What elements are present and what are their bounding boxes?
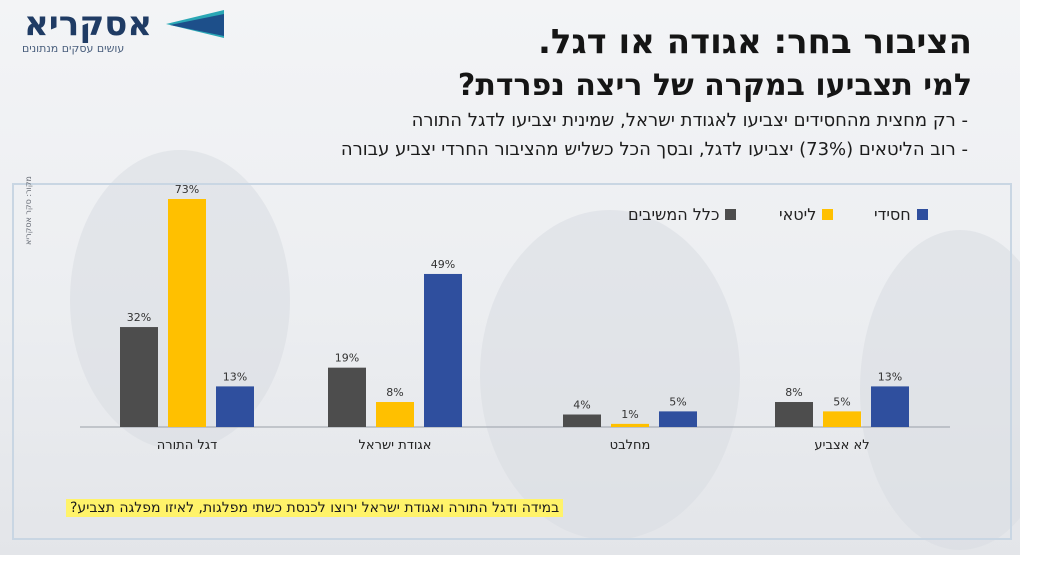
page-subtitle: למי תצביעו במקרה של ריצה נפרדת?: [457, 68, 972, 103]
chart-frame: [12, 183, 1012, 540]
bar-value-label: 13%: [878, 370, 902, 383]
bar-value-label: 1%: [621, 408, 638, 421]
infographic-canvas: אסקריא עושים עסקים מנתונים מקור: סקר אסק…: [0, 0, 1020, 555]
bar-value-label: 13%: [223, 370, 247, 383]
background-figure: [480, 210, 740, 540]
category-label: מחלבט: [610, 438, 651, 453]
bar-chart: 32% 73% 13% דגל התורה 19% 8% 49% אגודת ישראל 4% 1…: [80, 183, 950, 453]
legend-item: ליטאי: [779, 205, 834, 224]
legend-label: כלל המשיבים: [628, 205, 720, 224]
bar-value-label: 8%: [386, 386, 403, 399]
bullet-text: - רק מחצית מהחסידים יצביעו לאגודת ישראל,…: [411, 110, 968, 131]
bar-value-label: 32%: [127, 311, 151, 324]
bar: [376, 402, 414, 427]
bar: [424, 273, 462, 427]
bar-value-label: 19%: [335, 352, 359, 365]
legend-label: חסידי: [874, 205, 911, 224]
category-label: אגודת ישראל: [359, 438, 432, 453]
bar: [216, 386, 254, 427]
logo-name: אסקריא: [24, 4, 153, 44]
bar-value-label: 4%: [573, 399, 590, 412]
logo: אסקריא עושים עסקים מנתונים: [18, 4, 228, 56]
bar-value-label: 49%: [431, 258, 455, 271]
bar: [823, 411, 861, 427]
legend-swatch: [822, 209, 834, 220]
bar-value-label: 5%: [669, 395, 686, 408]
bar-value-label: 73%: [175, 183, 199, 196]
bar: [659, 411, 697, 427]
bar-value-label: 5%: [833, 395, 850, 408]
page-title: הציבור בחר: אגודה או דגל.: [538, 22, 972, 62]
legend-item: חסידי: [874, 205, 928, 224]
logo-tagline: עושים עסקים מנתונים: [22, 42, 125, 55]
category-label: לא אצביע: [814, 438, 869, 453]
legend-swatch: [725, 209, 737, 220]
bar: [168, 199, 206, 427]
survey-question: במידה ודגל התורה ואגודת ישראל ירוצו לכנס…: [66, 499, 564, 517]
bar: [871, 386, 909, 427]
category-label: דגל התורה: [157, 438, 217, 453]
legend-swatch: [916, 209, 928, 220]
bullet-text: - רוב הליטאים (73%) יצביעו לדגל, ובסך הכ…: [340, 139, 968, 160]
bar: [611, 423, 649, 427]
bar-value-label: 8%: [785, 386, 802, 399]
legend-item: כלל המשיבים: [628, 205, 737, 224]
bar: [328, 367, 366, 427]
bar: [775, 402, 813, 427]
legend-label: ליטאי: [779, 205, 817, 224]
bar: [563, 414, 601, 427]
bar: [120, 327, 158, 427]
